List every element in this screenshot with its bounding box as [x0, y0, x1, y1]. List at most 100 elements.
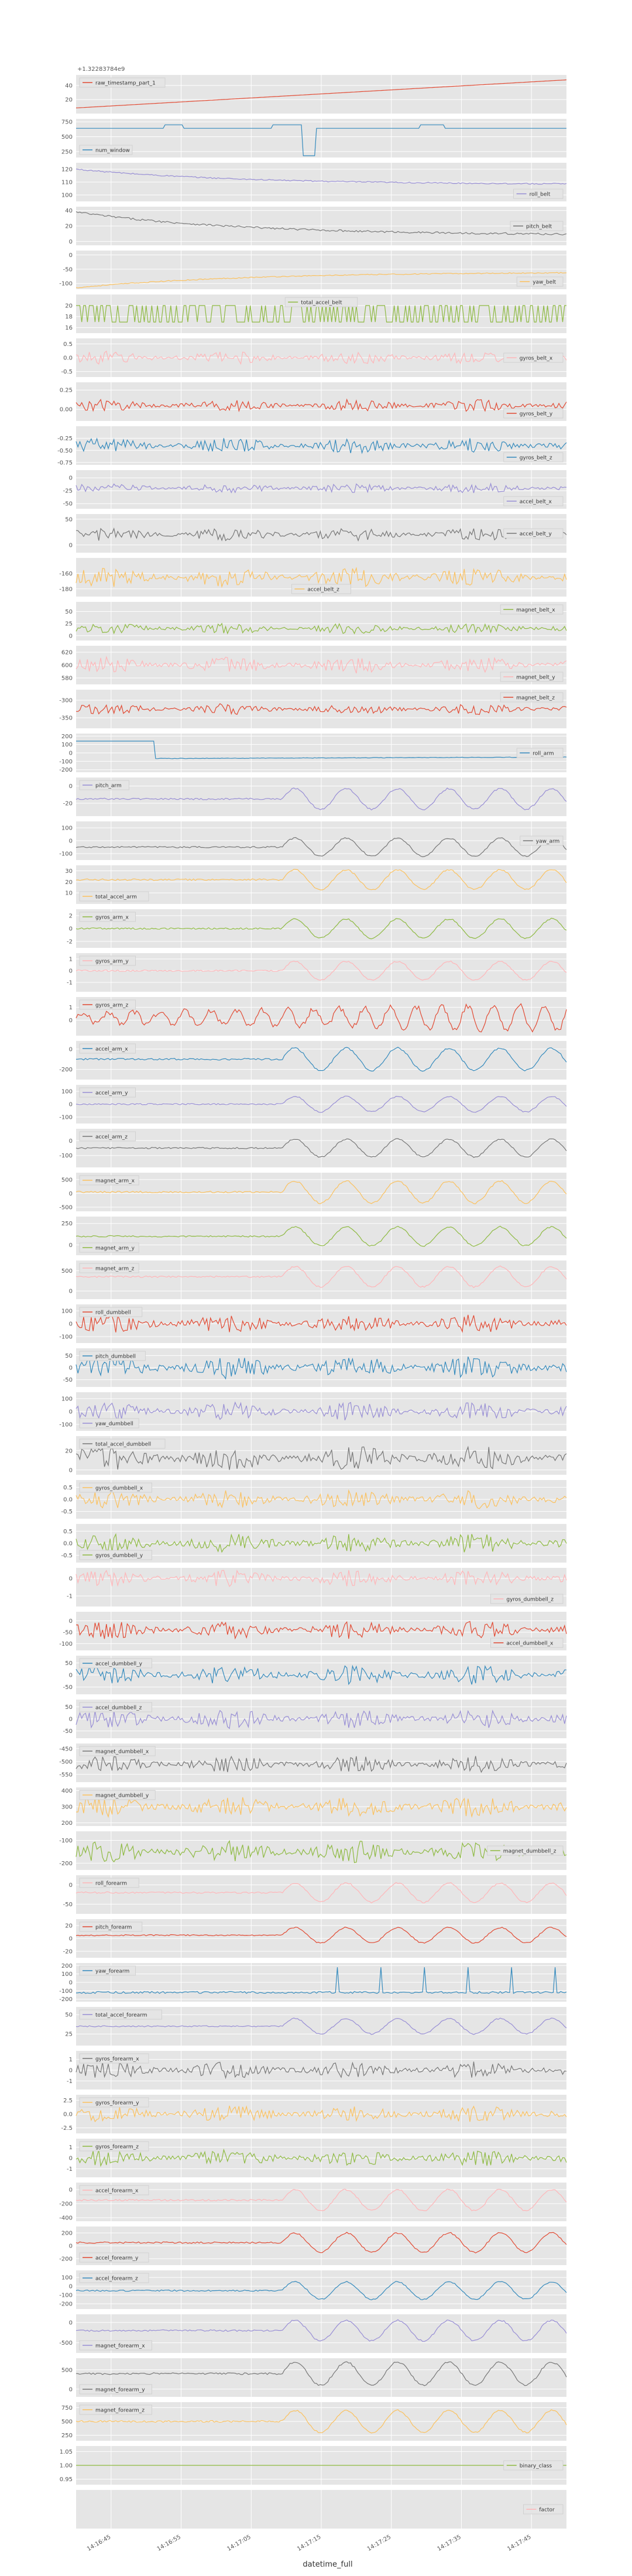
- y-tick-label: 250: [61, 149, 73, 155]
- legend-roll_dumbbell: roll_dumbbell: [79, 1307, 143, 1317]
- legend-label: accel_belt_y: [520, 532, 552, 537]
- legend-magnet_dumbbell_y: magnet_dumbbell_y: [79, 1790, 156, 1800]
- panel-yaw_belt: 0 -50 -100 yaw_belt: [59, 251, 567, 289]
- y-tick-label: 0: [69, 1242, 73, 1249]
- legend-box: [79, 1746, 156, 1756]
- y-tick-label: -200: [59, 767, 73, 773]
- y-tick-label: -200: [59, 2301, 73, 2308]
- panel-factor: factor: [76, 2490, 566, 2529]
- x-tick-label: 14:17:15: [296, 2534, 322, 2553]
- legend-pitch_belt: pitch_belt: [510, 221, 564, 231]
- y-tick-label: 500: [61, 2367, 73, 2373]
- series-line-pitch_belt: [75, 211, 567, 235]
- legend-label: pitch_forearm: [95, 1925, 132, 1931]
- panel-accel_forearm_z: 100 0 -100 -200 accel_forearm_z: [59, 2270, 567, 2309]
- y-tick-label: 50: [65, 1353, 73, 1359]
- panel-total_accel_dumbbell: 20 0 total_accel_dumbbell: [65, 1436, 567, 1475]
- legend-box: [79, 1263, 139, 1273]
- y-tick-label: 0: [69, 926, 73, 933]
- series-line-gyros_dumbbell_z: [75, 1570, 567, 1587]
- series-line-num_window: [76, 124, 566, 156]
- panel-gyros_belt_x: 0.5 0.0 -0.5 gyros_belt_x: [61, 338, 567, 377]
- legend-box: [79, 1550, 152, 1560]
- panel-magnet_forearm_x: 0 -500 magnet_forearm_x: [59, 2314, 567, 2353]
- series-line-total_accel_arm: [75, 869, 567, 890]
- x-tick-label: 14:17:25: [366, 2534, 392, 2553]
- series-line-gyros_dumbbell_y: [75, 1533, 567, 1553]
- y-tick-label: 0: [69, 2187, 73, 2194]
- y-tick-label: -200: [59, 2201, 73, 2208]
- legend-box: [79, 1131, 136, 1142]
- y-tick-label: -1: [67, 2166, 73, 2173]
- legend-label: magnet_belt_z: [516, 696, 555, 701]
- y-tick-label: 1: [69, 957, 73, 963]
- legend-label: magnet_forearm_y: [95, 2387, 145, 2393]
- legend-accel_forearm_y: accel_forearm_y: [79, 2252, 149, 2263]
- series-line-yaw_belt: [75, 272, 567, 289]
- y-tick-label: -350: [59, 715, 73, 722]
- series-line-gyros_belt_z: [75, 437, 567, 454]
- legend-label: raw_timestamp_part_1: [95, 81, 156, 87]
- legend-box: [79, 1438, 166, 1449]
- panel-accel_forearm_x: 0 -200 -400 accel_forearm_x: [59, 2183, 567, 2222]
- y-tick-label: 100: [61, 1971, 73, 1978]
- legend-label: accel_belt_z: [307, 587, 339, 593]
- series-line-accel_dumbbell_z: [75, 1710, 567, 1729]
- y-tick-label: 0: [69, 2320, 73, 2326]
- legend-box: [79, 2404, 152, 2415]
- legend-label: accel_dumbbell_y: [95, 1662, 143, 1667]
- y-tick-label: -160: [59, 571, 73, 577]
- legend-gyros_arm_y: gyros_arm_y: [79, 955, 136, 966]
- legend-box: [79, 1307, 143, 1317]
- panel-total_accel_belt: 20 18 16 total_accel_belt: [65, 294, 566, 333]
- series-line-magnet_belt_y: [75, 655, 567, 674]
- legend-box: [503, 528, 564, 539]
- y-tick-label: -0.5: [61, 1553, 73, 1559]
- y-tick-label: 250: [61, 2433, 73, 2439]
- legend-label: total_accel_arm: [95, 895, 137, 900]
- legend-label: gyros_dumbbell_z: [506, 1597, 554, 1603]
- panel-gyros_dumbbell_x: 0.5 0.0 -0.5 gyros_dumbbell_x: [61, 1480, 567, 1519]
- y-tick-label: 0: [69, 1980, 73, 1986]
- panel-magnet_dumbbell_x: -450 -500 -550 magnet_dumbbell_x: [59, 1743, 567, 1782]
- panel-magnet_arm_z: 500 0 magnet_arm_z: [61, 1260, 567, 1299]
- series-line-accel_forearm_x: [75, 2188, 567, 2211]
- y-tick-label: -2: [67, 939, 73, 946]
- y-tick-label: 0: [69, 1138, 73, 1145]
- panel-accel_belt_x: 0 -25 -50 accel_belt_x: [63, 470, 567, 509]
- legend-box: [79, 1482, 152, 1493]
- legend-box: [79, 2009, 162, 2020]
- series-line-pitch_forearm: [75, 1926, 567, 1944]
- y-tick-label: 600: [61, 663, 73, 669]
- legend-box: [79, 2252, 149, 2263]
- panel-gyros_belt_z: -0.25 -0.50 -0.75 gyros_belt_z: [57, 426, 567, 466]
- panel-gyros_dumbbell_y: 0.5 0.0 -0.5 gyros_dumbbell_y: [61, 1524, 567, 1563]
- y-tick-label: -100: [59, 1988, 73, 1995]
- series-line-roll_belt: [75, 169, 567, 185]
- panel-magnet_forearm_z: 750 500 250 magnet_forearm_z: [61, 2402, 567, 2441]
- series-line-gyros_arm_y: [75, 960, 567, 981]
- y-tick-label: 25: [65, 621, 73, 628]
- legend-box: [79, 912, 136, 922]
- y-tick-label: -50: [63, 1728, 73, 1735]
- y-tick-label: 0: [69, 1018, 73, 1024]
- legend-box: [490, 1638, 564, 1648]
- panel-accel_forearm_y: 200 0 -200 accel_forearm_y: [59, 2226, 567, 2265]
- y-tick-label: 20: [65, 1448, 73, 1454]
- legend-box: [520, 835, 564, 846]
- legend-raw_timestamp_part_1: raw_timestamp_part_1: [79, 77, 166, 88]
- legend-label: magnet_arm_x: [95, 1179, 135, 1184]
- y-tick-label: 0: [69, 2156, 73, 2162]
- legend-box: [79, 1965, 136, 1976]
- x-axis: 14:16:45 14:16:55 14:17:05 14:17:15 14:17:25…: [86, 2534, 533, 2553]
- series-line-magnet_dumbbell_x: [75, 1755, 567, 1773]
- legend-label: factor: [539, 2508, 555, 2513]
- legend-box: [516, 748, 564, 758]
- y-tick-label: 0: [69, 783, 73, 790]
- series-line-gyros_belt_y: [75, 398, 567, 413]
- legend-binary_class: binary_class: [503, 2460, 564, 2471]
- legend-label: num_window: [95, 148, 130, 154]
- legend-label: pitch_dumbbell: [95, 1354, 136, 1360]
- y-tick-label: 0: [69, 1936, 73, 1943]
- panel-magnet_dumbbell_y: 400 300 200 magnet_dumbbell_y: [61, 1787, 567, 1827]
